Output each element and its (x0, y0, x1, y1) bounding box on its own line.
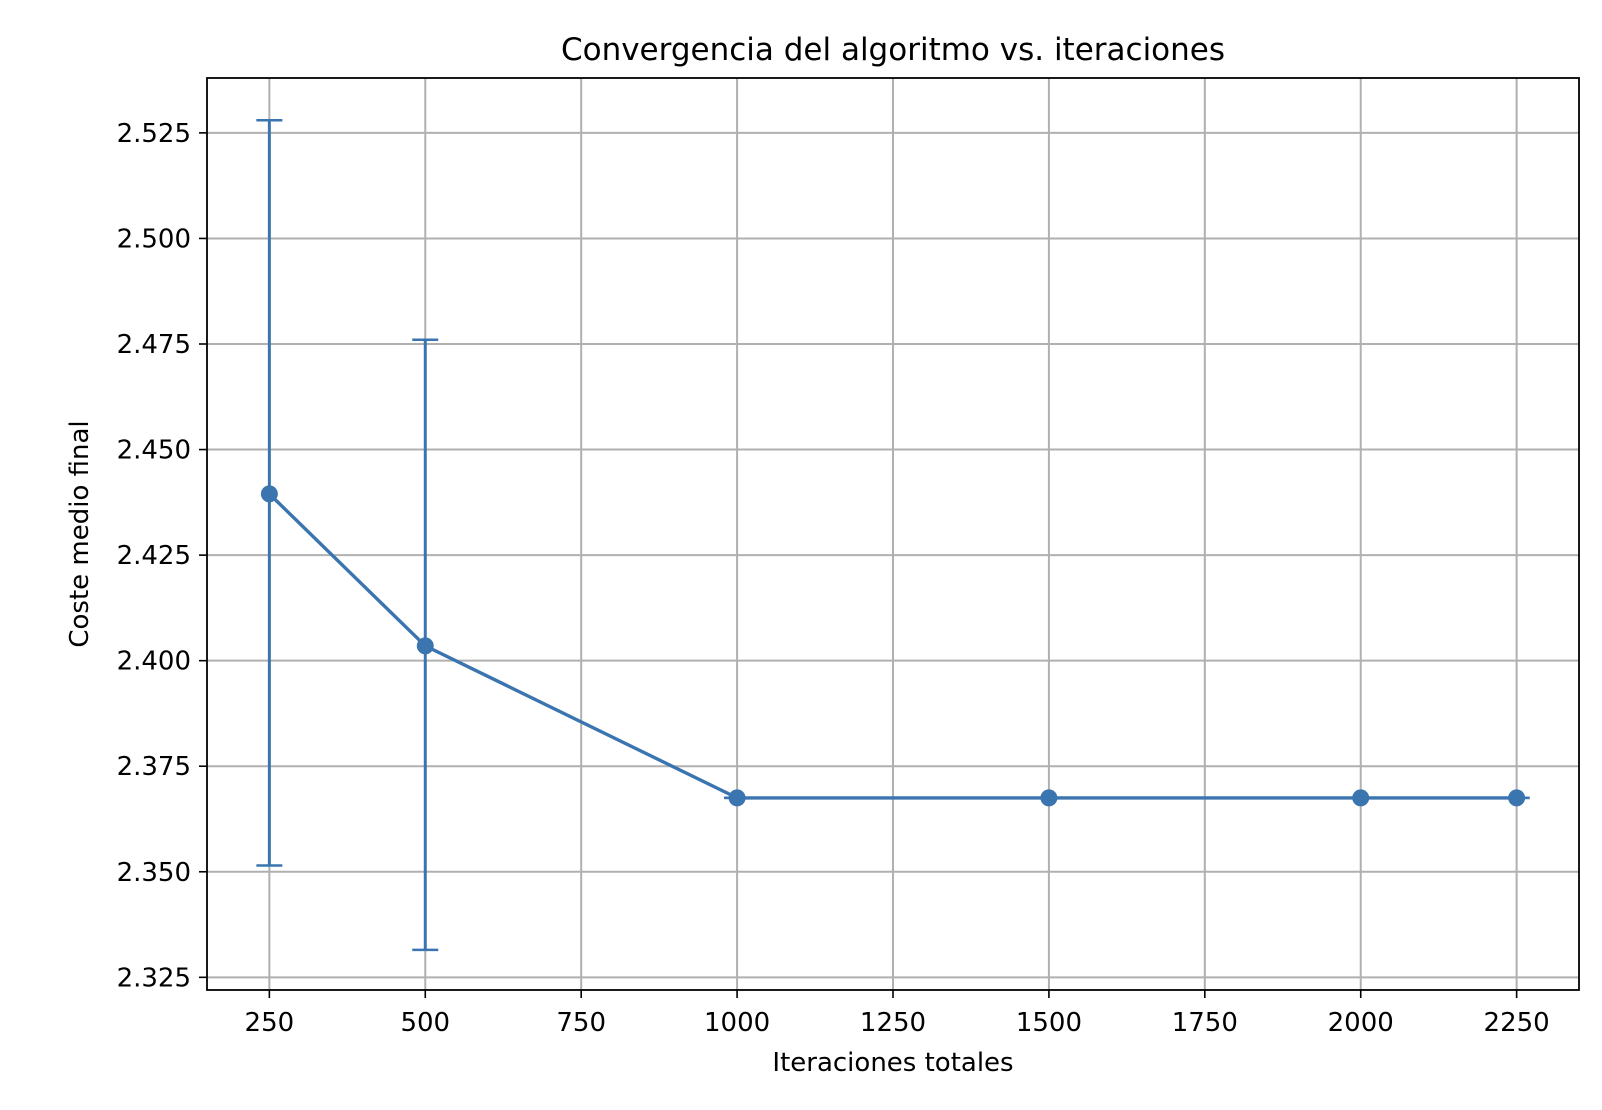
y-tick-label: 2.375 (117, 752, 191, 782)
y-tick-label: 2.400 (117, 647, 191, 677)
y-tick-label: 2.425 (117, 541, 191, 571)
x-tick-label: 1500 (1016, 1008, 1082, 1038)
x-axis-title: Iteraciones totales (772, 1048, 1013, 1078)
data-point-marker (260, 485, 278, 503)
data-point-marker (1352, 789, 1370, 807)
x-tick-label: 2000 (1328, 1008, 1394, 1038)
data-point-marker (1040, 789, 1058, 807)
data-point-marker (416, 637, 434, 655)
grid (207, 78, 1579, 990)
x-tick-label: 500 (400, 1008, 450, 1038)
series-line (268, 492, 1517, 800)
x-tick-label: 250 (245, 1008, 295, 1038)
chart-title: Convergencia del algoritmo vs. iteracion… (561, 32, 1225, 68)
data-point-marker (1508, 789, 1526, 807)
x-tick-label: 750 (556, 1008, 606, 1038)
y-tick-label: 2.350 (117, 858, 191, 888)
data-point-marker (728, 789, 746, 807)
x-tick-label: 1250 (860, 1008, 926, 1038)
y-tick-label: 2.525 (117, 119, 191, 149)
y-tick-label: 2.325 (117, 963, 191, 993)
y-tick-label: 2.450 (117, 436, 191, 466)
x-tick-label: 1000 (704, 1008, 770, 1038)
axis-ticks: 250 500 750 1000 1250 1500 1750 2000 2250 2.325 2.… (117, 119, 1550, 1038)
y-axis-title: Coste medio final (65, 420, 95, 647)
x-tick-label: 2250 (1484, 1008, 1550, 1038)
x-tick-label: 1750 (1172, 1008, 1238, 1038)
y-tick-label: 2.500 (117, 224, 191, 254)
data-series (256, 118, 1530, 952)
y-tick-label: 2.475 (117, 330, 191, 360)
